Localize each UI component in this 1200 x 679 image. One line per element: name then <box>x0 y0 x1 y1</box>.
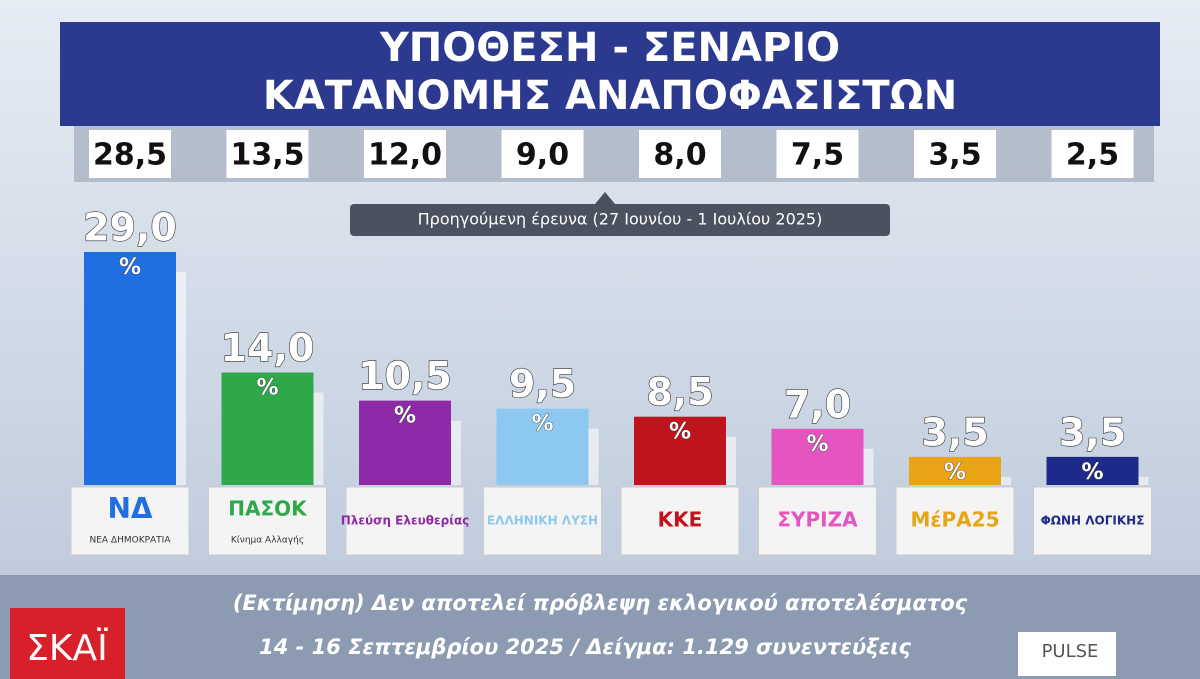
bar-shadow <box>1001 476 1011 485</box>
previous-value-box <box>364 130 446 178</box>
party-logo-box <box>895 486 1015 556</box>
previous-label-box <box>350 204 890 236</box>
bar-shadow <box>726 436 736 485</box>
value-label: 14,0 <box>221 326 315 370</box>
bar-shadow <box>176 272 186 485</box>
broadcaster: ΣΚΑΪ <box>26 627 108 669</box>
unit-label: % <box>806 432 828 457</box>
bar <box>359 400 451 485</box>
category-label: ΣΥΡΙΖΑ <box>777 508 858 532</box>
party-logo-box <box>483 486 602 556</box>
previous-value-box <box>914 130 996 178</box>
footer-band <box>0 575 1200 679</box>
category-label: ΝΔ <box>107 492 152 525</box>
previous-value-box <box>639 130 721 178</box>
value-label: 7,0 <box>784 382 851 426</box>
category-subtitle: ΝΕΑ ΔΗΜΟΚΡΑΤΙΑ <box>89 536 171 546</box>
bar <box>84 252 176 485</box>
bar <box>771 428 864 485</box>
unit-label: % <box>1081 460 1103 485</box>
previous-value-box <box>501 130 584 178</box>
value-label: 9,5 <box>509 362 576 406</box>
previous-value-box <box>89 130 171 178</box>
category-label: ΕΛΛΗΝΙΚΗ ΛΥΣΗ <box>487 514 598 528</box>
previous-value: 2,5 <box>1066 138 1119 173</box>
previous-label: Προηγούμενη έρευνα (27 Ιουνίου - 1 Ιουλί… <box>418 210 823 229</box>
value-label: 29,0 <box>83 206 177 250</box>
bar <box>1046 456 1139 485</box>
pollster: PULSE <box>1042 641 1099 662</box>
value-label: 8,5 <box>646 370 713 414</box>
previous-value: 7,5 <box>791 138 844 173</box>
bar-shadow <box>313 392 324 485</box>
party-logo-box <box>1033 486 1152 556</box>
category-label: ΦΩΝΗ ΛΟΓΙΚΗΣ <box>1041 514 1145 528</box>
party-logo-box <box>620 486 740 556</box>
bar <box>634 416 726 485</box>
unit-label: % <box>944 460 966 485</box>
unit-label: % <box>256 376 278 401</box>
previous-value: 8,0 <box>653 138 706 173</box>
party-logo-box <box>758 486 877 556</box>
bar <box>221 372 314 485</box>
note: (Εκτίμηση) Δεν αποτελεί πρόβλεψη εκλογικ… <box>233 591 968 615</box>
previous-value-box <box>226 130 309 178</box>
category-label: ΜέΡΑ25 <box>910 508 999 532</box>
bar <box>496 408 589 485</box>
previous-value-box <box>776 130 859 178</box>
bar-shadow <box>588 428 599 485</box>
unit-label: % <box>394 404 416 429</box>
bar <box>909 456 1001 485</box>
bar-shadow <box>451 420 461 485</box>
pointer <box>595 192 615 204</box>
previous-value: 3,5 <box>928 138 981 173</box>
value-label: 10,5 <box>358 354 452 398</box>
value-label: 3,5 <box>921 410 988 454</box>
party-logo-box <box>345 486 465 556</box>
category-subtitle: Κίνημα Αλλαγής <box>231 536 304 546</box>
previous-value-box <box>1051 130 1134 178</box>
pollster-logo <box>1018 632 1116 676</box>
bar-shadow <box>1138 476 1149 485</box>
category-label: ΠΑΣΟΚ <box>228 497 308 521</box>
value-label: 3,5 <box>1059 410 1126 454</box>
title-banner <box>60 22 1160 126</box>
category-label: Πλεύση Ελευθερίας <box>341 514 470 528</box>
previous-value: 12,0 <box>368 138 442 173</box>
party-logo-box <box>70 486 190 556</box>
category-label: ΚΚΕ <box>658 508 703 532</box>
previous-value: 13,5 <box>230 138 304 173</box>
party-logo-box <box>208 486 327 556</box>
source: 14 - 16 Σεπτεμβρίου 2025 / Δείγμα: 1.129… <box>259 635 911 659</box>
broadcaster-logo <box>10 608 125 679</box>
unit-label: % <box>669 420 691 445</box>
chart-title: ΥΠΟΘΕΣΗ - ΣΕΝΑΡΙΟ <box>379 25 840 71</box>
bar-shadow <box>863 448 874 485</box>
unit-label: % <box>119 255 141 280</box>
chart-title: ΚΑΤΑΝΟΜΗΣ ΑΝΑΠΟΦΑΣΙΣΤΩΝ <box>263 73 957 119</box>
previous-value: 9,0 <box>516 138 569 173</box>
unit-label: % <box>531 412 553 437</box>
previous-value: 28,5 <box>93 138 167 173</box>
